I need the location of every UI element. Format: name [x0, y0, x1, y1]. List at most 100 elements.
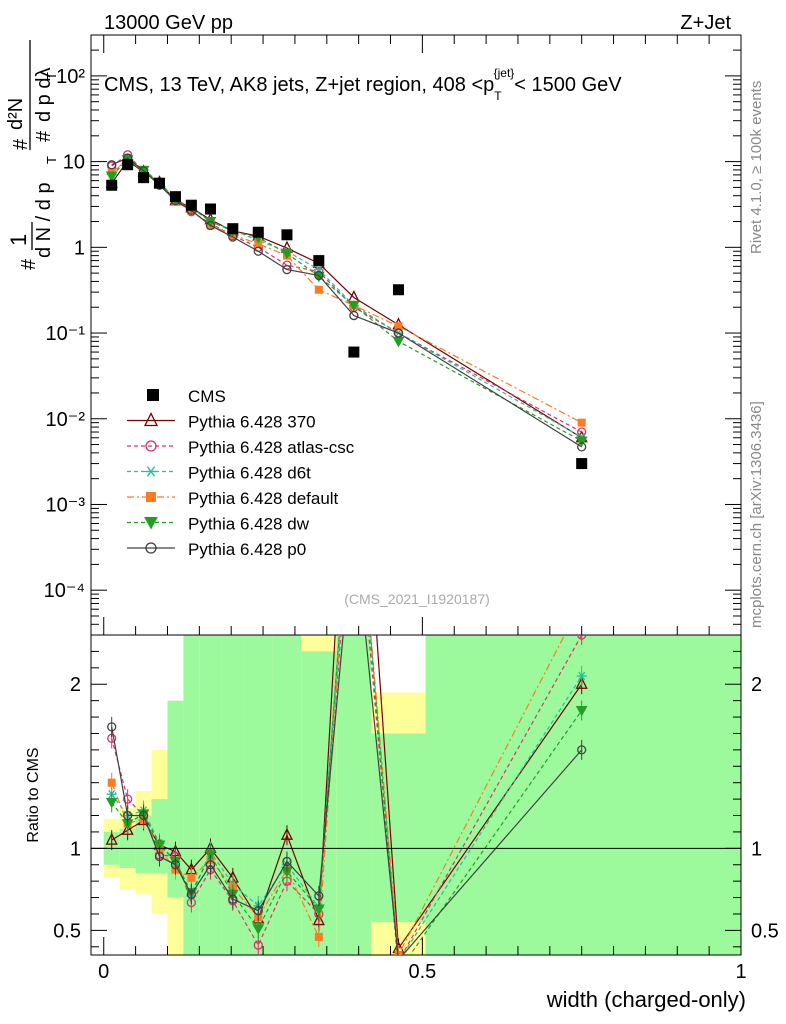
marker [121, 822, 134, 835]
y-tick-label: 1 [74, 237, 85, 259]
ratio-tick-label: 0.5 [751, 920, 779, 942]
marker [146, 492, 156, 502]
marker [144, 517, 158, 530]
series-line [111, 154, 582, 433]
x-tick-label: 1 [735, 961, 746, 983]
ratio-error-bands [103, 635, 741, 955]
marker [253, 940, 263, 950]
main-y-axis-label: # 1 d N / d p T # d²N # d p dλ T [5, 40, 59, 270]
ratio-tick-label: 2 [70, 674, 81, 696]
marker [252, 924, 265, 935]
ratio-tick-label: 1 [70, 838, 81, 860]
main-data-layer [106, 159, 588, 470]
legend-label: Pythia 6.428 dw [188, 515, 310, 534]
main-y-ticks: 10⁻⁴ 10⁻³ 10⁻² 10⁻¹ 1 10 10² [44, 34, 741, 636]
marker [314, 932, 323, 941]
band-2sigma [301, 635, 337, 652]
data-point [122, 159, 134, 171]
data-point [138, 172, 150, 184]
data-point [227, 223, 239, 235]
ratio-tick-label: 0.5 [53, 920, 81, 942]
y-tick-label: 10⁻¹ [46, 323, 86, 345]
marker [145, 466, 157, 477]
svg-text:T: T [44, 72, 59, 80]
marker [107, 778, 116, 787]
band-2sigma [371, 692, 426, 734]
marker [154, 851, 165, 862]
data-point [252, 226, 264, 238]
marker [153, 840, 166, 852]
marker [253, 246, 263, 256]
marker [105, 832, 118, 845]
x-axis-label: width (charged-only) [546, 987, 746, 1012]
marker [187, 873, 196, 882]
marker [349, 310, 359, 321]
data-point [106, 179, 118, 191]
data-point [154, 177, 166, 189]
legend-label: Pythia 6.428 p0 [188, 540, 306, 559]
svg-text:d N / d p: d N / d p [33, 182, 55, 258]
analysis-tag: (CMS_2021_I1920187) [344, 591, 490, 607]
band-1sigma [221, 635, 244, 955]
x-tick-label: 0.5 [408, 961, 436, 983]
marker [254, 239, 263, 248]
ratio-lines [105, 635, 588, 955]
marker [393, 328, 404, 338]
marker [314, 891, 324, 901]
legend-label: Pythia 6.428 370 [188, 413, 316, 432]
marker [228, 894, 238, 904]
marker [170, 860, 181, 870]
plot-title: CMS, 13 TeV, AK8 jets, Z+jet region, 408… [104, 66, 622, 103]
marker [575, 436, 588, 448]
data-point [392, 284, 404, 296]
band-1sigma [272, 635, 302, 955]
data-point [169, 191, 181, 203]
marker [122, 810, 133, 821]
band-1sigma [199, 635, 222, 955]
mcplots-label: mcplots.cern.ch [arXiv:1306.3436] [748, 401, 765, 628]
ratio-tick-label: 2 [751, 674, 762, 696]
header-left: 13000 GeV pp [104, 12, 233, 34]
marker [107, 160, 117, 170]
marker [282, 264, 292, 275]
legend-label: Pythia 6.428 d6t [188, 464, 311, 483]
marker [122, 794, 133, 804]
legend-label: CMS [188, 387, 226, 406]
marker [348, 300, 360, 312]
ratio-y-axis-label: Ratio to CMS [25, 747, 42, 842]
svg-text:#: # [10, 138, 32, 150]
marker [392, 336, 405, 348]
marker [145, 440, 157, 452]
header-right: Z+Jet [680, 12, 731, 34]
svg-text:1: 1 [6, 234, 31, 246]
legend-label: Pythia 6.428 atlas-csc [188, 438, 355, 457]
marker [577, 745, 587, 755]
ratio-y-ticks: 0.5 0.5 1 1 2 2 [53, 650, 779, 948]
x-ticks: 0 0.5 1 [98, 35, 747, 983]
y-tick-label: 10⁻⁴ [44, 580, 85, 602]
marker [143, 412, 159, 427]
band-1sigma [336, 635, 372, 955]
marker [577, 418, 586, 427]
band-1sigma [135, 815, 152, 873]
legend-marker [147, 389, 159, 401]
marker [138, 810, 149, 821]
svg-text:d p dλ: d p dλ [33, 68, 55, 122]
marker [577, 442, 587, 452]
marker [145, 542, 157, 554]
band-1sigma [425, 635, 741, 955]
marker [281, 248, 293, 260]
marker [205, 860, 216, 870]
marker [577, 427, 587, 437]
marker [105, 797, 118, 809]
svg-text:T: T [44, 156, 59, 164]
marker [107, 722, 117, 732]
data-point [576, 458, 588, 470]
legend-label: Pythia 6.428 default [188, 489, 339, 508]
y-tick-label: 10⁻² [46, 409, 86, 431]
marker [314, 285, 323, 294]
marker [205, 220, 216, 231]
data-point [313, 255, 325, 267]
ratio-tick-label: 1 [751, 838, 762, 860]
